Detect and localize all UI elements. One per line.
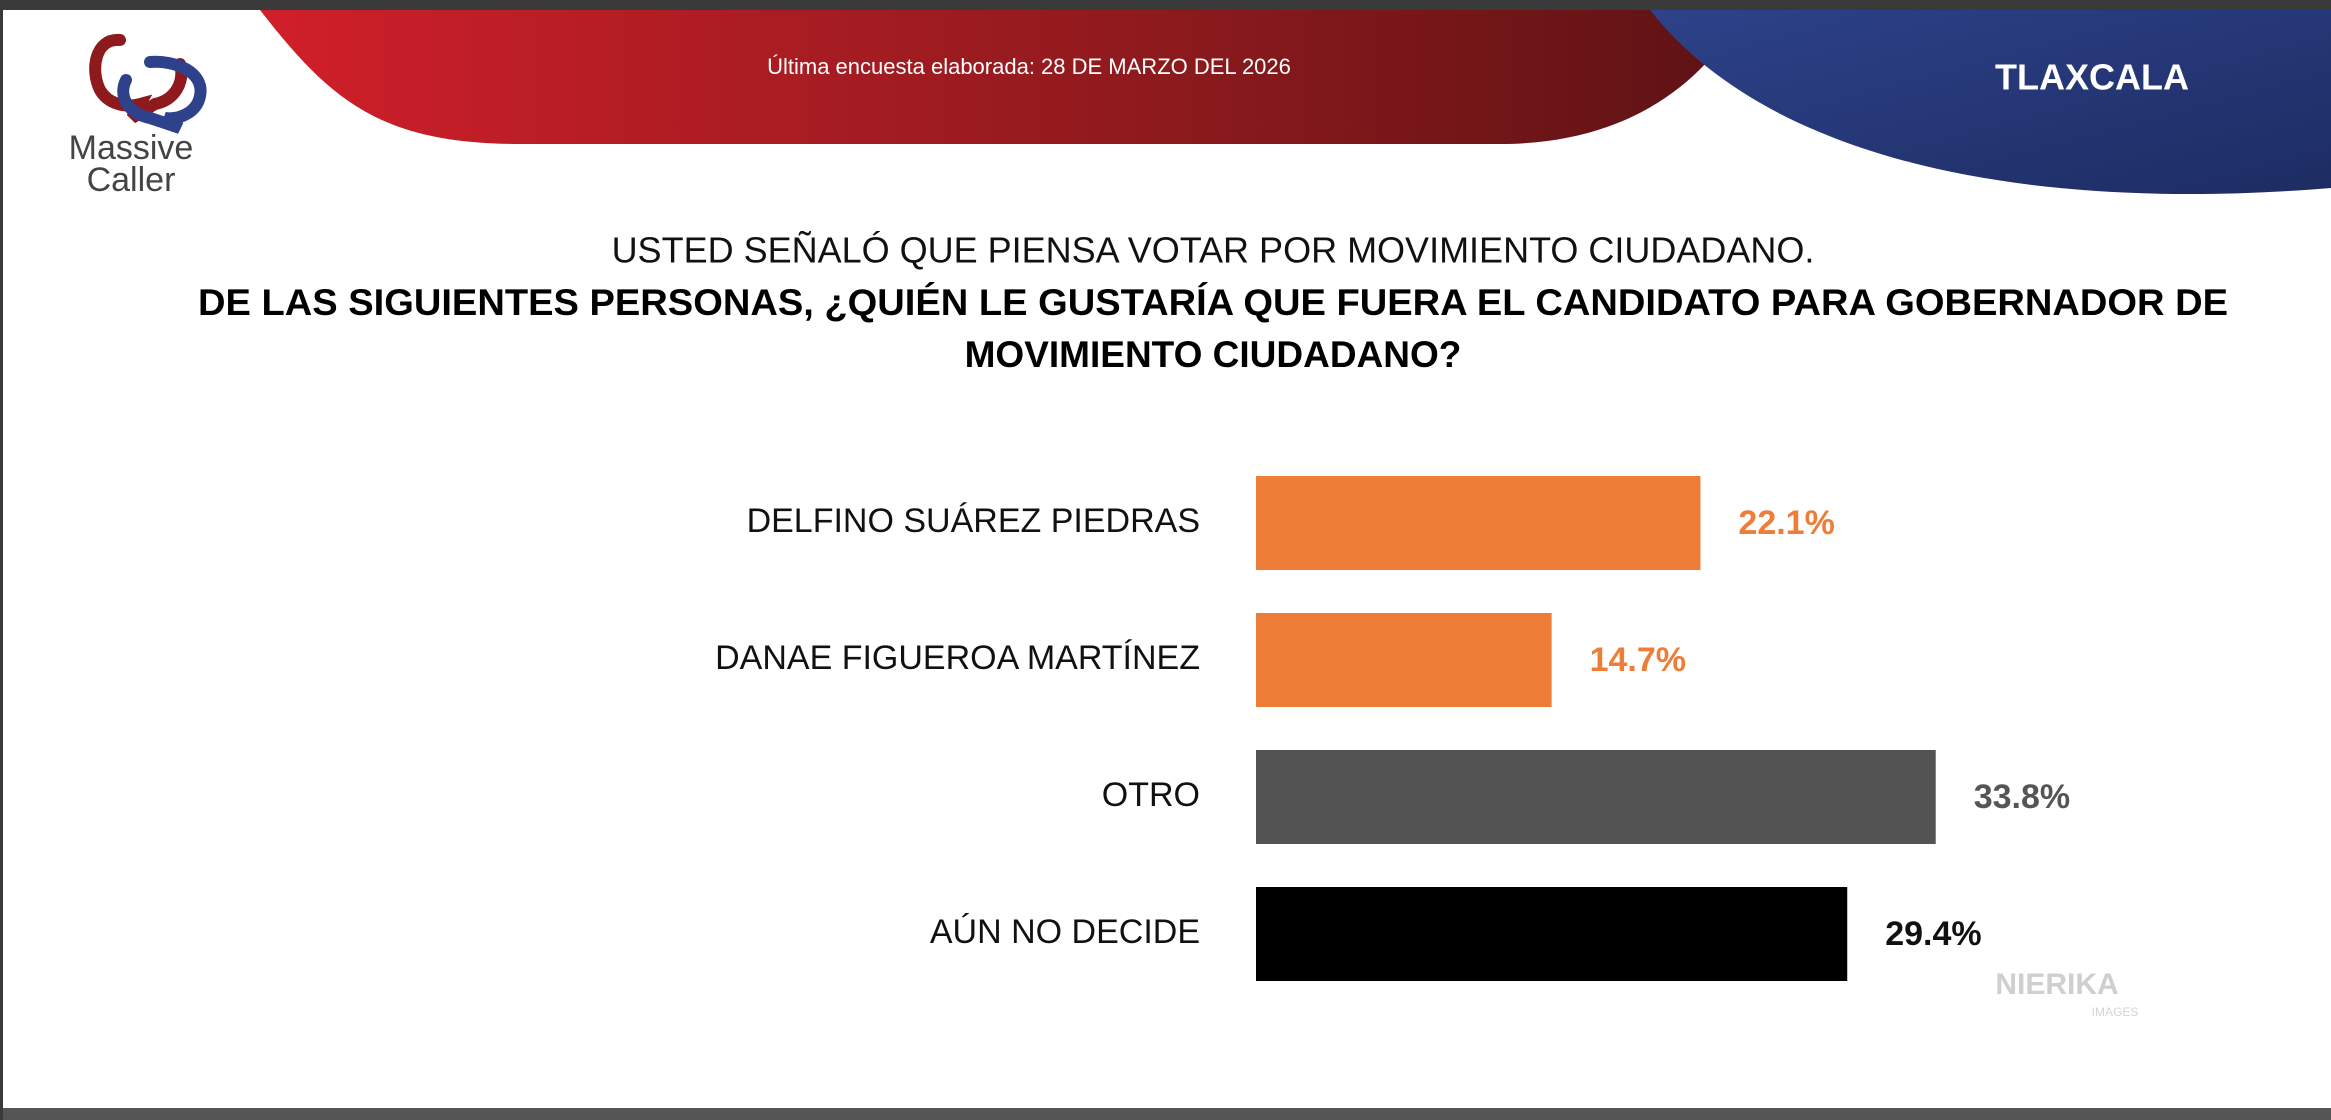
category-label: OTRO	[1102, 776, 1200, 814]
chart-subtitle: DE LAS SIGUIENTES PERSONAS, ¿QUIÉN LE GU…	[198, 282, 2228, 323]
value-label: 33.8%	[1974, 778, 2070, 816]
logo-text: Caller	[87, 161, 176, 199]
red-banner	[260, 10, 1745, 144]
chart-subtitle: MOVIMIENTO CIUDADANO?	[965, 334, 1462, 375]
survey-date: Última encuesta elaborada: 28 DE MARZO D…	[767, 54, 1291, 79]
chart-title: USTED SEÑALÓ QUE PIENSA VOTAR POR MOVIMI…	[612, 230, 1815, 271]
value-label: 22.1%	[1738, 504, 1834, 542]
blue-banner	[1650, 10, 2331, 194]
logo: Massive Caller	[69, 34, 207, 199]
bar	[1256, 887, 1848, 981]
bar	[1256, 750, 1936, 844]
bar	[1256, 476, 1701, 570]
region: TLAXCALA	[1995, 57, 2189, 98]
category-label: DANAE FIGUEROA MARTÍNEZ	[715, 639, 1200, 677]
value-label: 14.7%	[1590, 641, 1686, 679]
watermark: NIERIKA IMAGES	[1995, 968, 2138, 1019]
logo-text: Massive	[69, 129, 194, 167]
bar	[1256, 613, 1552, 707]
value-label: 29.4%	[1885, 915, 1981, 953]
bottom-frame	[0, 1108, 2331, 1120]
category-label: DELFINO SUÁREZ PIEDRAS	[747, 502, 1200, 540]
logo-bubble-red	[89, 34, 188, 124]
top-frame	[0, 0, 2331, 10]
watermark-text: NIERIKA	[1995, 968, 2118, 1001]
left-frame	[0, 0, 3, 1120]
logo-bubble-blue	[117, 55, 207, 134]
watermark-subtext: IMAGES	[2092, 1005, 2139, 1019]
category-label: AÚN NO DECIDE	[930, 913, 1200, 951]
